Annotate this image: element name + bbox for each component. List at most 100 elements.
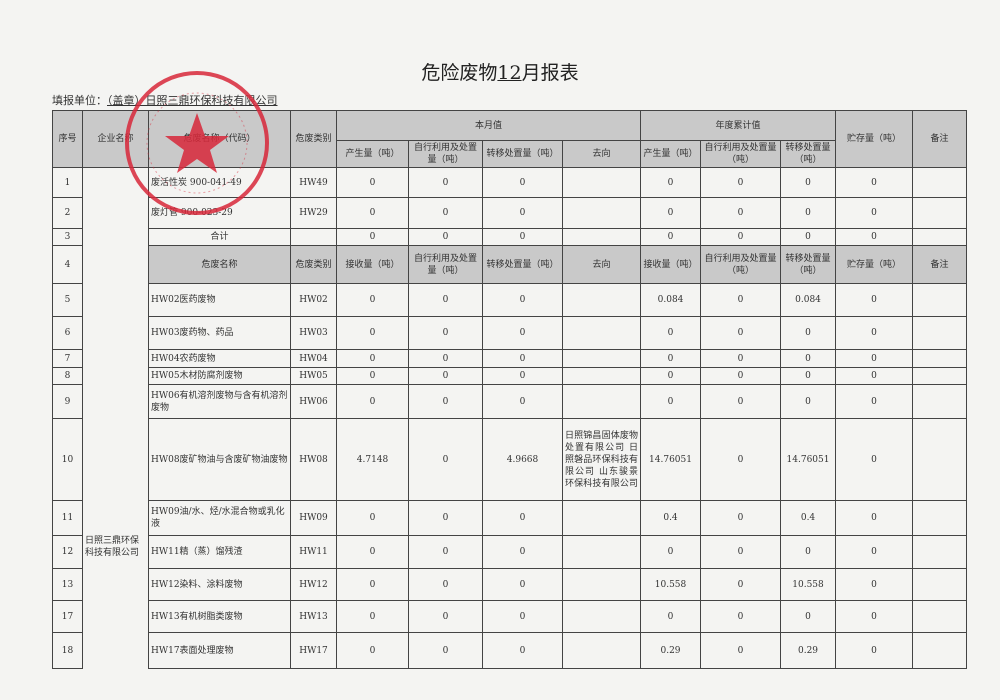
waste-name: 合计 bbox=[148, 228, 291, 246]
year-value: 0 bbox=[640, 349, 702, 368]
storage-value: 0 bbox=[835, 349, 914, 368]
year-value: 0 bbox=[700, 418, 782, 501]
month-value: 0 bbox=[482, 316, 563, 350]
destination bbox=[561, 367, 642, 385]
waste-category: HW08 bbox=[290, 418, 337, 501]
month-value: 0 bbox=[408, 500, 483, 536]
table-row: 2 废灯管 900-023-29 HW29 0 0 0 0 0 0 0 bbox=[52, 197, 968, 229]
waste-name: HW02医药废物 bbox=[148, 283, 291, 317]
destination bbox=[561, 632, 642, 669]
waste-name: 废活性炭 900-041-49 bbox=[148, 167, 291, 198]
destination: 日照锦昌固体废物处置有限公司 日照磐品环保科技有限公司 山东骏景环保科技有限公司 bbox=[561, 418, 642, 501]
storage-value: 0 bbox=[835, 283, 914, 317]
reporting-unit: 填报单位：（盖章）日照三鼎环保科技有限公司 bbox=[52, 92, 278, 108]
header-remark: 备注 bbox=[912, 110, 968, 168]
storage-value: 0 bbox=[835, 384, 914, 419]
row-seq: 10 bbox=[52, 418, 83, 501]
year-value: 0 bbox=[780, 197, 837, 229]
header-transfer: 转移处置量（吨） bbox=[482, 245, 563, 284]
destination bbox=[561, 197, 642, 229]
remark bbox=[912, 349, 968, 368]
header-remark: 备注 bbox=[912, 245, 968, 284]
month-value: 0 bbox=[482, 367, 563, 385]
year-value: 0 bbox=[700, 349, 782, 368]
month-value: 0 bbox=[408, 197, 483, 229]
title-suffix: 月报表 bbox=[521, 62, 579, 84]
storage-value: 0 bbox=[835, 197, 914, 229]
table-row: 8 HW05木材防腐剂废物 HW05 0 0 0 0 0 0 0 bbox=[52, 367, 968, 385]
waste-name: HW08废矿物油与含废矿物油废物 bbox=[148, 418, 291, 501]
month-value: 0 bbox=[336, 228, 409, 246]
remark bbox=[912, 316, 968, 350]
month-value: 0 bbox=[482, 349, 563, 368]
header-year-self-use: 自行利用及处置量（吨） bbox=[700, 140, 782, 168]
month-value: 0 bbox=[336, 632, 409, 669]
row-seq: 2 bbox=[52, 197, 83, 229]
header-month-group: 本月值 bbox=[335, 110, 642, 141]
remark bbox=[912, 418, 968, 501]
month-value: 0 bbox=[482, 500, 563, 536]
header-produce: 产生量（吨） bbox=[336, 140, 409, 168]
year-value: 0 bbox=[780, 384, 837, 419]
row-seq: 6 bbox=[52, 316, 83, 350]
month-value: 0 bbox=[336, 600, 409, 633]
title-prefix: 危险废物 bbox=[421, 62, 498, 84]
year-value: 0.4 bbox=[640, 500, 702, 536]
month-value: 0 bbox=[482, 228, 563, 246]
month-value: 0 bbox=[482, 535, 563, 569]
year-value: 0 bbox=[640, 600, 702, 633]
year-value: 0 bbox=[700, 600, 782, 633]
table-row: 13 HW12染料、涂料废物 HW12 0 0 0 10.558 0 10.558 0 bbox=[52, 568, 968, 601]
year-value: 0.084 bbox=[640, 283, 702, 317]
month-value: 0 bbox=[336, 535, 409, 569]
header-year-transfer: 转移处置量（吨） bbox=[780, 140, 837, 168]
header-storage: 贮存量（吨） bbox=[835, 245, 914, 284]
year-value: 0 bbox=[700, 568, 782, 601]
waste-category: HW12 bbox=[290, 568, 337, 601]
waste-name: HW06有机溶剂废物与含有机溶剂废物 bbox=[148, 384, 291, 419]
waste-category: HW02 bbox=[290, 283, 337, 317]
year-value: 0 bbox=[780, 535, 837, 569]
remark bbox=[912, 632, 968, 669]
year-value: 0.29 bbox=[640, 632, 702, 669]
waste-category: HW17 bbox=[290, 632, 337, 669]
remark bbox=[912, 167, 968, 198]
row-seq: 1 bbox=[52, 167, 83, 198]
month-value: 0 bbox=[336, 384, 409, 419]
year-value: 10.558 bbox=[640, 568, 702, 601]
year-value: 0 bbox=[700, 316, 782, 350]
month-value: 0 bbox=[482, 167, 563, 198]
row-seq: 3 bbox=[52, 228, 83, 246]
year-value: 0 bbox=[640, 384, 702, 419]
header-category: 危废类别 bbox=[290, 245, 337, 284]
month-value: 0 bbox=[408, 418, 483, 501]
header-receive: 接收量（吨） bbox=[640, 245, 702, 284]
row-seq: 18 bbox=[52, 632, 83, 669]
year-value: 0 bbox=[640, 228, 702, 246]
year-value: 0.084 bbox=[780, 283, 837, 317]
row-seq: 9 bbox=[52, 384, 83, 419]
month-value: 0 bbox=[408, 349, 483, 368]
month-value: 0 bbox=[408, 228, 483, 246]
waste-category: HW03 bbox=[290, 316, 337, 350]
destination bbox=[561, 500, 642, 536]
table-row: 10 HW08废矿物油与含废矿物油废物 HW08 4.7148 0 4.9668 日照锦昌固… bbox=[52, 418, 968, 501]
year-value: 0 bbox=[780, 228, 837, 246]
year-value: 0 bbox=[780, 316, 837, 350]
waste-category: HW49 bbox=[290, 167, 337, 198]
table-row: 6 HW03废药物、药品 HW03 0 0 0 0 0 0 0 bbox=[52, 316, 968, 350]
month-value: 0 bbox=[482, 283, 563, 317]
waste-category: HW11 bbox=[290, 535, 337, 569]
year-value: 0 bbox=[640, 367, 702, 385]
month-value: 0 bbox=[336, 316, 409, 350]
month-value: 0 bbox=[408, 316, 483, 350]
month-value: 0 bbox=[482, 384, 563, 419]
waste-category: HW04 bbox=[290, 349, 337, 368]
year-value: 0.29 bbox=[780, 632, 837, 669]
header-seq: 序号 bbox=[52, 110, 83, 168]
sub-header-row: 4 日照三鼎环保科技有限公司 危废名称 危废类别 接收量（吨） 自行利用及处置量（吨） 转移… bbox=[52, 245, 968, 669]
month-value: 0 bbox=[408, 535, 483, 569]
remark bbox=[912, 535, 968, 569]
month-value: 0 bbox=[336, 197, 409, 229]
waste-name: HW13有机树脂类废物 bbox=[148, 600, 291, 633]
